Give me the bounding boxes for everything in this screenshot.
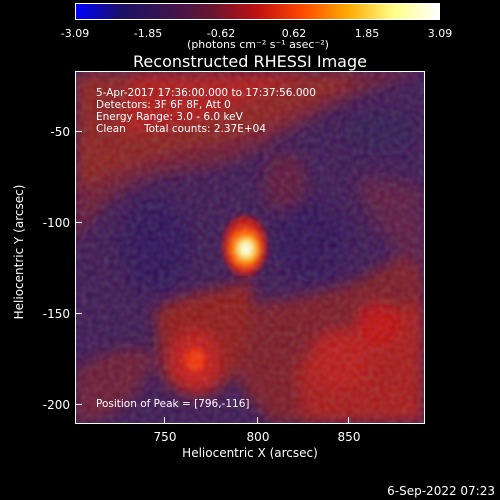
colorbar-tick-label: 3.09 (427, 27, 453, 40)
y-tick-label: -150 (42, 307, 70, 321)
total-counts-label: Total counts: 2.37E+04 (144, 123, 267, 135)
y-axis-title: Heliocentric Y (arcsec) (12, 184, 26, 320)
y-tick-mark (75, 131, 82, 132)
x-tick-label: 850 (337, 430, 361, 444)
detectors-label: Detectors: 3F 6F 8F, Att 0 (96, 99, 231, 111)
y-tick-mark (75, 313, 82, 314)
x-tick-mark (164, 417, 165, 424)
x-tick-label: 750 (153, 430, 177, 444)
colorbar-units: (photons cm⁻² s⁻¹ asec⁻²) (187, 38, 329, 51)
colorbar-tick-label: 0.62 (281, 27, 307, 40)
heatmap (76, 72, 424, 423)
algorithm-label: Clean (96, 123, 126, 135)
y-tick-mark (75, 222, 82, 223)
colorbar-tick-label: -0.62 (206, 27, 236, 40)
y-tick-label: -200 (42, 398, 70, 412)
plot-title: Reconstructed RHESSI Image (133, 52, 367, 71)
colorbar-tick-label: 1.85 (354, 27, 380, 40)
y-tick-mark (75, 404, 82, 405)
y-tick-label: -100 (42, 216, 70, 230)
x-axis-title: Heliocentric X (arcsec) (182, 446, 318, 460)
x-tick-mark (257, 417, 258, 424)
time-range-label: 5-Apr-2017 17:36:00.000 to 17:37:56.000 (96, 87, 316, 99)
peak-position-label: Position of Peak = [796,-116] (96, 398, 250, 410)
x-tick-mark (348, 417, 349, 424)
solar-image: 5-Apr-2017 17:36:00.000 to 17:37:56.000 … (75, 71, 425, 424)
y-tick-label: -50 (50, 125, 70, 139)
colorbar-tick-label: -3.09 (60, 27, 90, 40)
colorbar-tick-label: -1.85 (133, 27, 163, 40)
timestamp: 6-Sep-2022 07:23 (387, 484, 495, 498)
colorbar (75, 3, 440, 20)
x-tick-label: 800 (246, 430, 270, 444)
energy-range-label: Energy Range: 3.0 - 6.0 keV (96, 111, 243, 123)
